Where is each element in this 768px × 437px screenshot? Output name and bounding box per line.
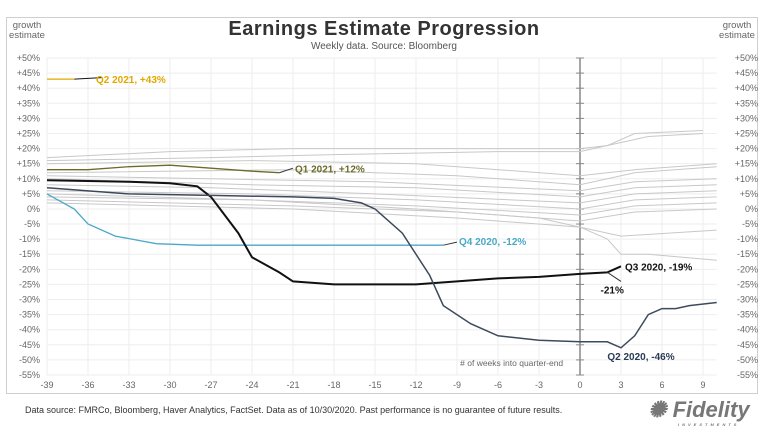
y-tick-label-right: -55% — [737, 370, 758, 380]
x-tick-label: -30 — [163, 380, 176, 390]
footer-note: Data source: FMRCo, Bloomberg, Haver Ana… — [25, 405, 563, 415]
y-tick-label-right: +40% — [735, 83, 758, 93]
y-tick-label-right: +5% — [740, 189, 758, 199]
y-tick-label-left: 0% — [27, 204, 40, 214]
y-tick-label-left: +50% — [17, 53, 40, 63]
y-tick-label-right: -10% — [737, 234, 758, 244]
y-tick-label-right: -40% — [737, 325, 758, 335]
label-q2-2021: Q2 2021, +43% — [96, 75, 166, 86]
y-tick-label-left: -10% — [19, 234, 40, 244]
y-tick-label-left: +35% — [17, 98, 40, 108]
y-tick-label-right: +25% — [735, 128, 758, 138]
leader-line — [607, 271, 622, 282]
series-line-q1-2021 — [47, 164, 280, 174]
label-q3-2020: Q3 2020, -19% — [625, 262, 692, 273]
y-tick-label-right: 0% — [745, 204, 758, 214]
x-tick-label: -36 — [81, 380, 94, 390]
y-tick-label-left: -30% — [19, 295, 40, 305]
x-tick-label: -15 — [368, 380, 381, 390]
y-tick-label-left: -55% — [19, 370, 40, 380]
history-series-line — [46, 130, 704, 159]
y-tick-label-left: -20% — [19, 264, 40, 274]
y-tick-label-right: +20% — [735, 144, 758, 154]
y-tick-label-right: -45% — [737, 340, 758, 350]
history-series-line — [46, 202, 717, 237]
history-series-line — [46, 196, 717, 216]
y-tick-label-left: -45% — [19, 340, 40, 350]
y-axis-label-right: growth estimate — [719, 20, 755, 41]
x-tick-label: -9 — [453, 380, 461, 390]
y-tick-label-right: +15% — [735, 159, 758, 169]
x-tick-label: -24 — [245, 380, 258, 390]
logo-text: Fidelity — [672, 397, 750, 422]
fidelity-emblem-icon: ✺ — [648, 397, 667, 422]
leader-line — [74, 77, 102, 80]
y-tick-label-left: -25% — [19, 279, 40, 289]
x-tick-label: -27 — [204, 380, 217, 390]
x-tick-label: -3 — [535, 380, 543, 390]
y-tick-label-right: +10% — [735, 174, 758, 184]
x-tick-label: -21 — [286, 380, 299, 390]
y-tick-label-left: -5% — [24, 219, 40, 229]
leader-line — [279, 167, 294, 174]
y-tick-label-right: -35% — [737, 310, 758, 320]
series-line-q2-2020 — [46, 187, 717, 349]
y-tick-label-right: -15% — [737, 249, 758, 259]
y-tick-label-left: +30% — [17, 113, 40, 123]
y-tick-label-right: -5% — [742, 219, 758, 229]
series-line-q4-2020 — [46, 193, 444, 246]
y-tick-label-right: +30% — [735, 113, 758, 123]
chart-frame — [6, 17, 758, 394]
x-tick-label: -39 — [40, 380, 53, 390]
y-axis-label-left: growth estimate — [9, 20, 45, 41]
y-tick-label-left: +25% — [17, 128, 40, 138]
y-tick-label-right: -20% — [737, 264, 758, 274]
y-tick-label-right: -30% — [737, 295, 758, 305]
y-tick-label-right: -25% — [737, 279, 758, 289]
y-tick-label-left: +45% — [17, 68, 40, 78]
chart-title: Earnings Estimate Progression — [228, 18, 540, 40]
x-tick-label: 9 — [700, 380, 705, 390]
logo-subtext: INVESTMENTS — [678, 422, 740, 427]
leader-line — [443, 241, 458, 246]
x-axis-label: # of weeks into quarter-end — [460, 358, 563, 368]
history-series-line — [46, 190, 717, 210]
chart-subtitle: Weekly data. Source: Bloomberg — [310, 41, 457, 52]
x-tick-label: -33 — [122, 380, 135, 390]
label-q4-2020: Q4 2020, -12% — [459, 237, 526, 248]
y-tick-label-left: -15% — [19, 249, 40, 259]
y-tick-label-left: +20% — [17, 144, 40, 154]
history-series-line — [46, 166, 717, 186]
label-q1-2021: Q1 2021, +12% — [295, 165, 365, 176]
x-tick-label: -12 — [409, 380, 422, 390]
history-series-line — [46, 133, 704, 162]
y-tick-label-right: -50% — [737, 355, 758, 365]
y-tick-label-right: +35% — [735, 98, 758, 108]
x-tick-label: 3 — [618, 380, 623, 390]
y-tick-label-left: -40% — [19, 325, 40, 335]
y-tick-label-left: -50% — [19, 355, 40, 365]
y-tick-label-left: +5% — [22, 189, 40, 199]
x-tick-label: 6 — [659, 380, 664, 390]
y-tick-label-left: +40% — [17, 83, 40, 93]
history-series-line — [46, 175, 717, 192]
y-tick-label-right: +50% — [735, 53, 758, 63]
x-tick-label: -18 — [327, 380, 340, 390]
x-tick-label: 0 — [577, 380, 582, 390]
y-tick-label-right: +45% — [735, 68, 758, 78]
y-tick-label-left: +10% — [17, 174, 40, 184]
y-tick-label-left: -35% — [19, 310, 40, 320]
series-line-q3-2020 — [46, 179, 622, 286]
label-q2-2020: Q2 2020, -46% — [607, 352, 674, 363]
x-tick-label: -6 — [494, 380, 502, 390]
label-q3-2020-end: -21% — [601, 285, 624, 296]
fidelity-logo: ✺ Fidelity INVESTMENTS — [648, 397, 750, 428]
history-series-line — [46, 184, 717, 204]
y-tick-label-left: +15% — [17, 159, 40, 169]
history-series-line — [46, 160, 717, 177]
history-series-line — [46, 193, 717, 261]
history-series-line — [46, 178, 717, 198]
